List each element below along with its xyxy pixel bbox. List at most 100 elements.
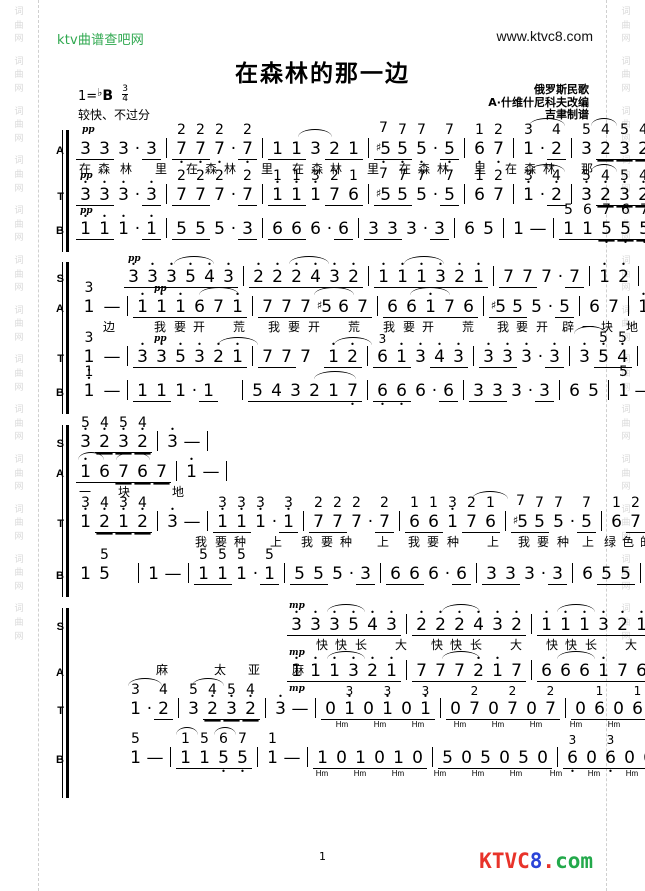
note: ♯5 bbox=[489, 297, 508, 318]
lyric-syllable: 地 bbox=[171, 485, 185, 499]
lyric-syllable: 要 bbox=[214, 535, 228, 549]
lyric-syllable: 上 bbox=[581, 535, 595, 549]
hum-syllable: Hm bbox=[587, 769, 601, 778]
barline bbox=[526, 614, 537, 634]
aug-dot: · bbox=[348, 564, 355, 584]
note: 31 bbox=[340, 685, 359, 720]
lyric-syllable: 要 bbox=[287, 320, 301, 334]
note: 1 bbox=[76, 214, 95, 240]
lyrics-hum-tenor: Hm Hm Hm Hm Hm Hm Hm Hm Hm bbox=[76, 720, 620, 733]
sustain-dash: — bbox=[103, 347, 121, 367]
slur bbox=[218, 337, 258, 345]
note: 42 bbox=[241, 683, 260, 720]
lyric-syllable: 辟 bbox=[561, 320, 575, 334]
hum-syllable: Hm bbox=[625, 769, 639, 778]
system-3: S 534253423— A 167671— 一 块 地 T 314231423… bbox=[50, 416, 645, 604]
note: 0 bbox=[533, 749, 552, 769]
slur bbox=[442, 604, 480, 612]
watermark-unit: 词曲网 bbox=[14, 305, 24, 343]
barline bbox=[161, 138, 172, 158]
note: 42 bbox=[95, 416, 114, 453]
barline bbox=[552, 747, 563, 767]
note: 3 bbox=[575, 342, 594, 367]
note: 3 bbox=[524, 564, 535, 584]
note: 5 bbox=[172, 220, 191, 240]
barline bbox=[574, 296, 585, 316]
time-signature: 3 4 bbox=[122, 85, 128, 104]
note: 2 bbox=[431, 610, 450, 636]
staff-alto: A 31—pp111671777♯56766176♯555·5671— bbox=[50, 280, 645, 318]
note: 3 bbox=[501, 565, 520, 585]
barline bbox=[427, 747, 438, 767]
note: 7 bbox=[518, 268, 537, 288]
hum-syllable: Hm bbox=[607, 720, 621, 729]
barline bbox=[363, 138, 374, 158]
site-logo[interactable]: KTVC8.com bbox=[479, 849, 593, 873]
system-brace bbox=[62, 130, 77, 252]
site-url-right[interactable]: www.ktvc8.com bbox=[496, 28, 593, 44]
note: 1 bbox=[80, 564, 91, 584]
aug-dot: · bbox=[134, 185, 141, 205]
barline bbox=[508, 138, 519, 158]
lyric-syllable: 种 bbox=[233, 535, 247, 549]
lyric-syllable: 那 bbox=[580, 162, 594, 176]
credit-arranger: A·什维什尼科夫改编 bbox=[488, 95, 589, 109]
barline bbox=[363, 266, 374, 286]
logo-part: com bbox=[555, 849, 593, 873]
barline bbox=[401, 660, 412, 680]
note: 7 bbox=[608, 297, 619, 317]
note: 1 bbox=[513, 219, 524, 239]
note: 1 bbox=[228, 292, 247, 318]
barline bbox=[171, 461, 182, 481]
note: 6 bbox=[556, 662, 575, 682]
note: 3 bbox=[548, 565, 567, 585]
note: 6 bbox=[632, 662, 645, 682]
site-brand-left[interactable]: ktv曲谱查吧网 bbox=[57, 33, 144, 48]
sustain-dash: — bbox=[529, 219, 547, 239]
note: 5 bbox=[508, 298, 527, 318]
lyric-syllable: 里 bbox=[366, 162, 380, 176]
note: 3 bbox=[449, 342, 468, 368]
note: 2 bbox=[450, 262, 469, 288]
slur bbox=[116, 452, 150, 460]
note: 5 bbox=[514, 749, 533, 769]
lyric-syllable: 我 bbox=[194, 535, 208, 549]
note: 6 bbox=[537, 662, 556, 682]
note: 5 bbox=[344, 610, 363, 636]
lyric-syllable: 在 bbox=[504, 162, 518, 176]
voice-tag-tenor: T bbox=[57, 518, 64, 530]
note: 42 bbox=[203, 683, 222, 720]
system-4: S mp 333543222432111321 快 快 长 大 快 快 长 大 … bbox=[50, 601, 645, 804]
slur bbox=[442, 651, 480, 659]
watermark-unit: 词曲网 bbox=[14, 156, 24, 194]
slur bbox=[289, 256, 329, 264]
notes-bass-3: 1 5 5 1—5 1 5 1 5 1 · 5 1 5 5 5 · 3 6 6 6 · 6 3 3 3 · 3 6 5 5 bbox=[76, 548, 645, 585]
lyric-syllable: 要 bbox=[402, 320, 416, 334]
aug-dot: · bbox=[539, 185, 546, 205]
voice-tag-soprano: S bbox=[56, 438, 64, 450]
note: 3 bbox=[133, 342, 152, 368]
note: 1 bbox=[306, 656, 325, 682]
note: 6 bbox=[428, 564, 439, 584]
note: 7 bbox=[450, 662, 469, 682]
note: 6 bbox=[190, 298, 209, 318]
barline bbox=[471, 563, 482, 583]
sustain-dash: — bbox=[146, 748, 164, 768]
lyric-syllable: 开 bbox=[192, 320, 206, 334]
note: 1 bbox=[382, 656, 401, 682]
dynamic-mp: mp bbox=[289, 684, 305, 694]
aug-dot: · bbox=[134, 219, 141, 239]
note: 3 bbox=[488, 610, 507, 636]
note: 7 bbox=[258, 348, 277, 368]
